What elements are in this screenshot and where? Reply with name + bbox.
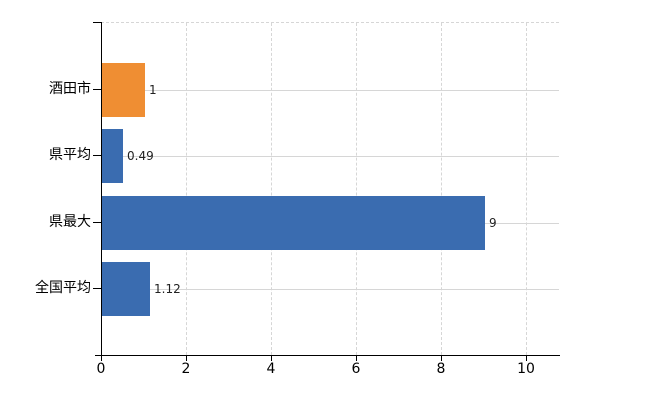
vertical-gridline	[186, 23, 187, 355]
x-tick-label: 2	[181, 361, 191, 377]
y-axis-tick	[93, 22, 101, 23]
x-axis-line	[95, 355, 560, 356]
bar-1	[102, 129, 123, 183]
y-axis-tick	[93, 288, 101, 289]
y-axis-line	[101, 22, 102, 356]
category-label: 全国平均	[35, 280, 91, 296]
x-tick-label: 10	[517, 361, 535, 377]
x-tick-label: 4	[266, 361, 276, 377]
x-axis-tick	[101, 356, 102, 361]
bar-value-label: 9	[489, 216, 497, 230]
x-axis-tick	[356, 356, 357, 361]
vertical-gridline	[271, 23, 272, 355]
x-tick-label: 0	[96, 361, 106, 377]
x-axis-tick	[441, 356, 442, 361]
bar-value-label: 1.12	[154, 282, 181, 296]
vertical-gridline	[356, 23, 357, 355]
category-label: 県最大	[49, 214, 91, 230]
y-axis-tick	[93, 222, 101, 223]
bar-3	[102, 262, 150, 316]
category-label: 県平均	[49, 147, 91, 163]
x-axis-tick	[186, 356, 187, 361]
horizontal-gridline	[101, 156, 559, 157]
vertical-gridline	[526, 23, 527, 355]
category-label: 酒田市	[49, 81, 91, 97]
y-axis-tick	[93, 155, 101, 156]
horizontal-gridline	[101, 289, 559, 290]
bar-0	[102, 63, 145, 117]
bar-value-label: 1	[149, 83, 157, 97]
x-tick-label: 6	[351, 361, 361, 377]
x-axis-tick	[526, 356, 527, 361]
plot-area: 1 0.49 9 1.12	[101, 22, 559, 355]
vertical-gridline	[441, 23, 442, 355]
bar-value-label: 0.49	[127, 149, 154, 163]
x-axis-tick	[271, 356, 272, 361]
x-tick-label: 8	[436, 361, 446, 377]
horizontal-gridline	[101, 90, 559, 91]
bar-2	[102, 196, 485, 250]
y-axis-tick	[93, 89, 101, 90]
